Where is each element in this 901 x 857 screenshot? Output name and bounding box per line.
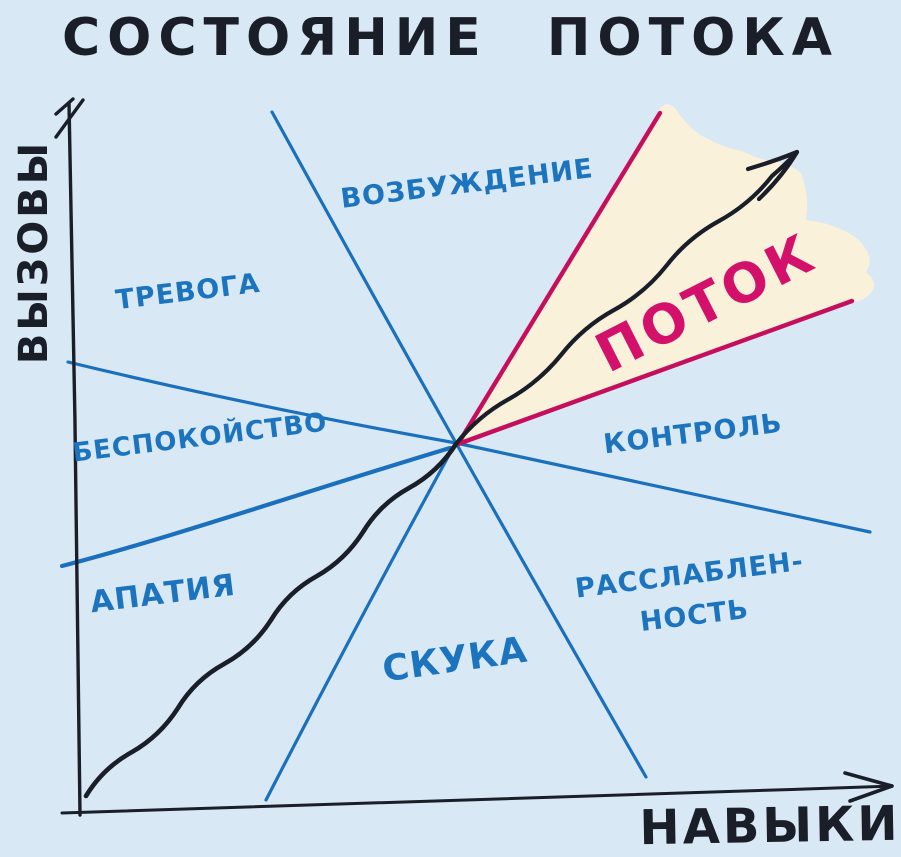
flow-arrowhead-icon [745,149,800,202]
x-axis-label: НАВЫКИ [639,795,901,857]
x-axis-arrowhead-icon [843,771,894,803]
flow-channel-lower-line [455,298,855,447]
x-axis-line [60,784,894,815]
flow-squiggle-lower-path [83,441,459,799]
y-axis-label: ВЫЗОВЫ [11,139,57,365]
apathy-boredom-boundary-line [264,444,456,802]
y-axis-line [67,101,82,817]
flow-squiggle-upper-path [453,149,800,447]
worry-apathy-boundary-line [59,445,453,569]
flow-channel-upper-line [455,110,663,447]
sector-label-relaxation-line2: НОСТЬ [638,593,751,638]
diagram-title: СОСТОЯНИЕ ПОТОКА [61,8,840,68]
y-axis-arrowhead-icon [54,97,85,139]
